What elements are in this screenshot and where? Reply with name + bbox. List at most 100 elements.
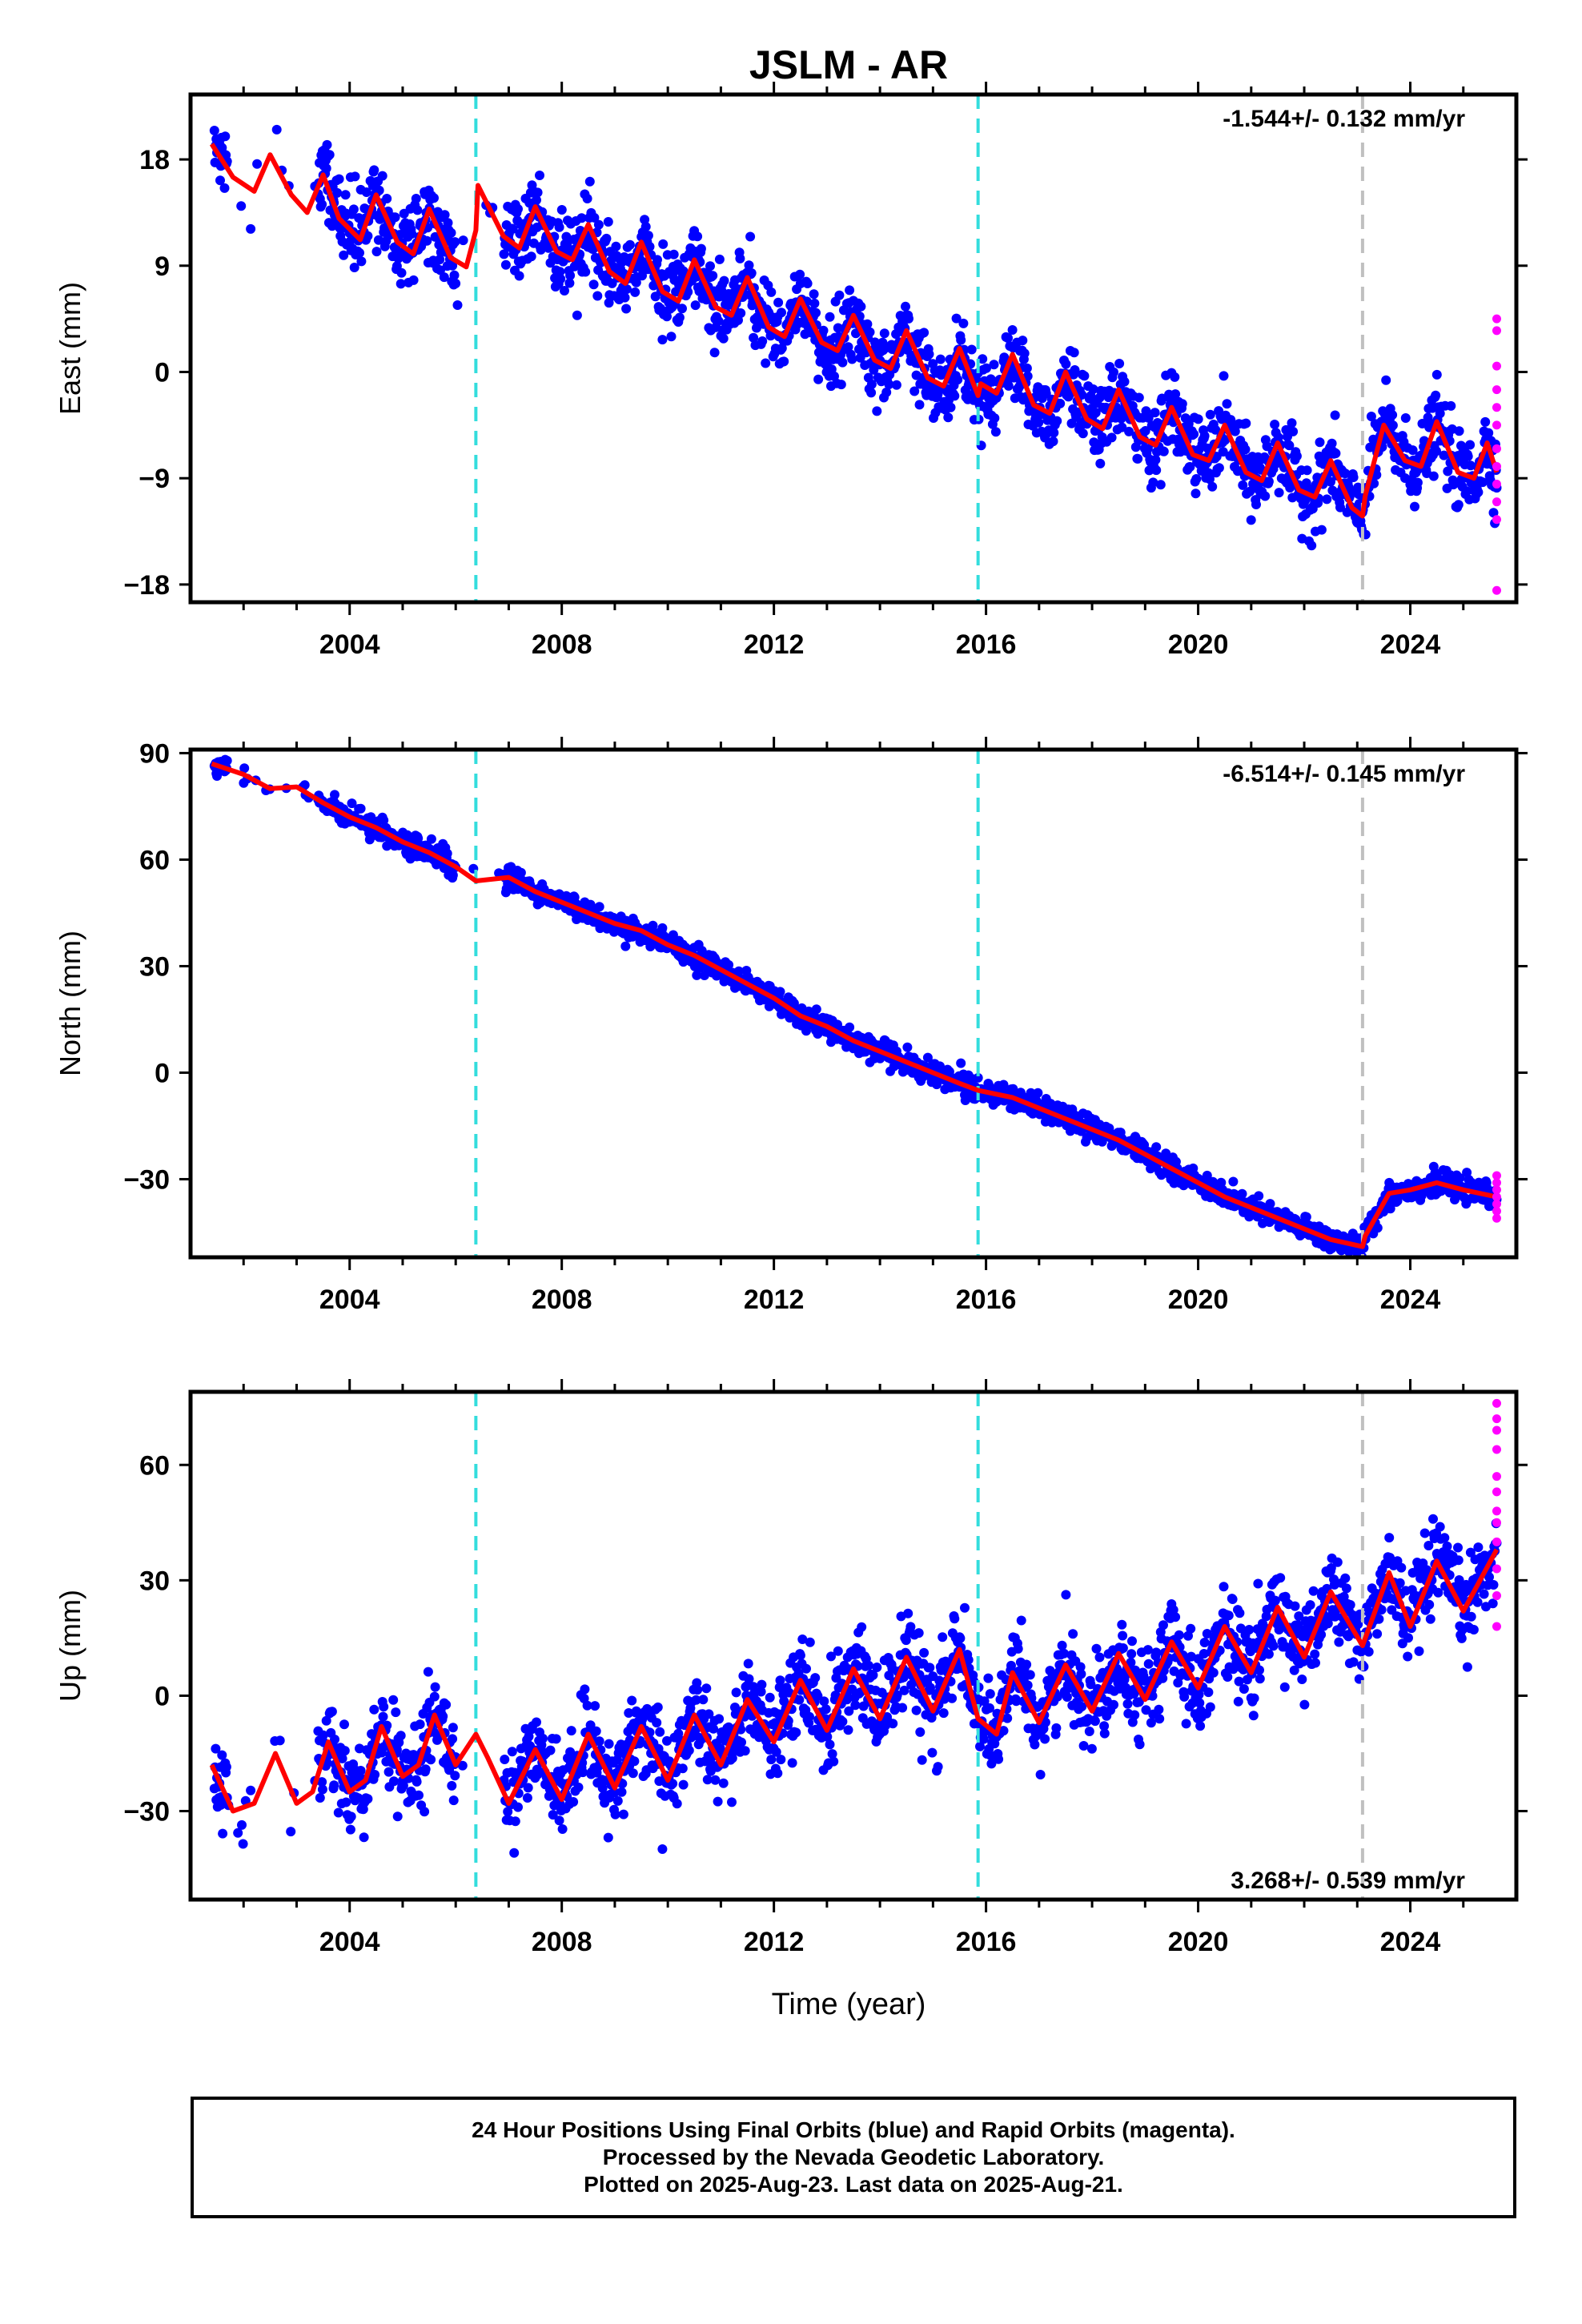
final-orbit-point: [620, 941, 631, 951]
final-orbit-point: [827, 1749, 837, 1759]
final-orbit-point: [813, 1691, 823, 1701]
final-orbit-point: [1241, 418, 1251, 428]
final-orbit-point: [919, 328, 930, 338]
final-orbit-point: [218, 1828, 228, 1839]
final-orbit-point: [601, 233, 612, 243]
final-orbit-point: [1150, 455, 1161, 465]
final-orbit-point: [938, 1632, 948, 1642]
final-orbit-point: [246, 1785, 256, 1795]
final-orbit-point: [369, 1704, 379, 1715]
final-orbit-point: [448, 1723, 458, 1733]
final-orbit-point: [644, 242, 655, 251]
final-orbit-point: [337, 1753, 347, 1763]
final-orbit-point: [718, 1778, 729, 1788]
final-orbit-point: [1387, 410, 1398, 420]
final-orbit-point: [513, 1802, 523, 1812]
final-orbit-point: [332, 187, 343, 198]
final-orbit-point: [655, 1727, 665, 1737]
final-orbit-point: [1041, 388, 1051, 399]
final-orbit-point: [888, 1719, 898, 1729]
final-orbit-point: [757, 336, 768, 346]
final-orbit-point: [897, 1703, 908, 1713]
final-orbit-point: [1446, 400, 1456, 411]
final-orbit-point: [1301, 1212, 1311, 1222]
final-orbit-point: [1030, 1739, 1040, 1750]
final-orbit-point: [275, 1735, 285, 1746]
final-orbit-point: [1022, 363, 1032, 373]
final-orbit-point: [978, 354, 988, 364]
final-orbit-point: [347, 798, 357, 809]
final-orbit-point: [1002, 1713, 1013, 1723]
final-orbit-point: [448, 1795, 459, 1806]
final-orbit-point: [348, 204, 359, 215]
final-orbit-point: [1478, 477, 1488, 488]
final-orbit-point: [582, 1700, 592, 1711]
final-orbit-point: [677, 304, 687, 314]
final-orbit-point: [1285, 483, 1295, 493]
final-orbit-point: [446, 227, 456, 238]
final-orbit-point: [1316, 525, 1327, 535]
final-orbit-point: [1076, 1669, 1086, 1679]
final-orbit-point: [1048, 436, 1058, 447]
final-orbit-point: [620, 292, 630, 303]
final-orbit-point: [590, 1701, 600, 1711]
final-orbit-point: [1348, 472, 1359, 482]
final-orbit-point: [963, 1655, 974, 1665]
final-orbit-point: [604, 298, 614, 308]
final-orbit-point: [589, 212, 600, 223]
final-orbit-point: [715, 1743, 725, 1754]
final-orbit-point: [1219, 371, 1229, 381]
final-orbit-point: [1287, 418, 1297, 428]
final-orbit-point: [1480, 416, 1491, 427]
final-orbit-point: [1117, 422, 1127, 432]
rapid-orbit-point: [1492, 361, 1501, 371]
final-orbit-point: [568, 1797, 579, 1807]
x-tick-label: 2020: [1168, 1285, 1229, 1315]
final-orbit-point: [841, 1695, 852, 1705]
final-orbit-point: [901, 301, 910, 312]
final-orbit-point: [220, 131, 231, 142]
final-orbit-point: [448, 1734, 458, 1744]
final-orbit-point: [1315, 437, 1325, 448]
final-orbit-point: [321, 163, 331, 174]
final-orbit-point: [1069, 348, 1079, 358]
final-orbit-point: [843, 1725, 853, 1735]
final-orbit-point: [621, 284, 632, 294]
final-orbit-point: [1230, 426, 1240, 436]
final-orbit-point: [441, 1699, 452, 1710]
final-orbit-point: [513, 204, 523, 214]
final-orbit-point: [448, 870, 458, 880]
final-orbit-point: [1119, 376, 1130, 387]
y-tick-label: 60: [139, 845, 170, 875]
final-orbit-point: [1170, 372, 1180, 382]
final-orbit-point: [911, 1705, 921, 1715]
final-orbit-point: [522, 1793, 532, 1803]
final-orbit-point: [413, 833, 424, 843]
final-orbit-point: [847, 1684, 857, 1695]
final-orbit-point: [582, 194, 592, 203]
final-orbit-point: [1366, 412, 1376, 421]
final-orbit-point: [604, 1739, 614, 1749]
final-orbit-point: [825, 312, 835, 322]
final-orbit-point: [317, 1777, 327, 1787]
final-orbit-point: [415, 1719, 425, 1730]
final-orbit-point: [389, 1776, 399, 1787]
final-orbit-point: [743, 1659, 753, 1669]
final-orbit-point: [548, 1810, 558, 1820]
y-tick-label: 18: [139, 145, 170, 175]
final-orbit-point: [999, 352, 1010, 363]
final-orbit-point: [252, 159, 263, 169]
y-tick-label: 0: [155, 357, 170, 388]
final-orbit-point: [624, 1708, 634, 1718]
final-orbit-point: [749, 332, 759, 343]
final-orbit-point: [361, 187, 371, 197]
final-orbit-point: [1326, 476, 1335, 487]
final-orbit-point: [594, 902, 604, 912]
final-orbit-point: [363, 231, 373, 241]
final-orbit-point: [612, 1795, 623, 1806]
final-orbit-point: [317, 199, 327, 210]
final-orbit-point: [985, 1703, 994, 1713]
final-orbit-point: [662, 1735, 672, 1746]
